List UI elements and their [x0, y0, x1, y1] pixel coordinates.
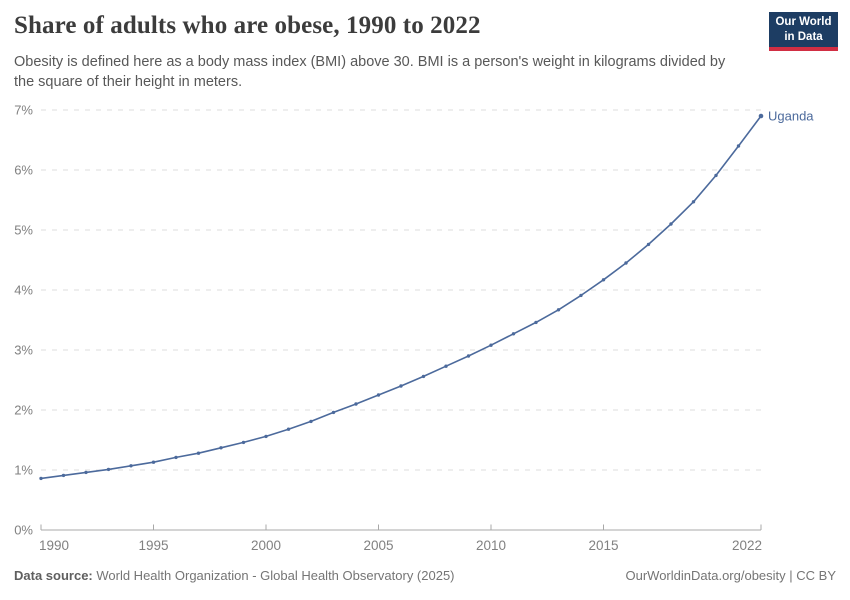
data-point-uganda-2017[interactable] — [646, 242, 651, 247]
y-tick-label-1%: 1% — [14, 463, 33, 478]
x-tick-label-1990: 1990 — [39, 538, 69, 553]
data-point-uganda-2014[interactable] — [579, 293, 583, 298]
chart-footer: Data source: World Health Organization -… — [14, 568, 836, 583]
data-point-uganda-1994[interactable] — [129, 464, 133, 468]
x-tick-label-2010: 2010 — [476, 538, 506, 553]
data-point-uganda-2019[interactable] — [691, 200, 696, 204]
y-tick-label-5%: 5% — [14, 223, 33, 238]
data-point-uganda-2013[interactable] — [556, 308, 561, 312]
data-point-uganda-2010[interactable] — [489, 343, 493, 347]
y-tick-label-2%: 2% — [14, 403, 33, 418]
y-tick-label-6%: 6% — [14, 163, 33, 178]
owid-logo[interactable]: Our World in Data — [769, 12, 838, 51]
page-subtitle: Obesity is defined here as a body mass i… — [14, 54, 726, 90]
data-point-uganda-1999[interactable] — [241, 440, 246, 445]
data-point-uganda-2008[interactable] — [444, 364, 448, 368]
data-point-uganda-2003[interactable] — [331, 410, 336, 415]
data-point-uganda-2011[interactable] — [511, 332, 516, 336]
data-source-label: Data source: — [14, 568, 93, 583]
data-point-uganda-2001[interactable] — [286, 427, 291, 431]
y-tick-label-3%: 3% — [14, 343, 33, 358]
owid-logo-line1: Our World — [775, 16, 832, 29]
y-tick-label-7%: 7% — [14, 103, 33, 118]
data-point-uganda-2012[interactable] — [534, 320, 538, 325]
data-point-uganda-1990[interactable] — [39, 476, 43, 481]
data-point-uganda-2022[interactable] — [758, 113, 764, 119]
x-tick-label-2000: 2000 — [251, 538, 281, 553]
data-point-uganda-2021[interactable] — [736, 144, 741, 148]
y-tick-label-4%: 4% — [14, 283, 33, 298]
page-title: Share of adults who are obese, 1990 to 2… — [14, 12, 481, 39]
data-point-uganda-2016[interactable] — [624, 261, 628, 265]
owid-logo-line2: in Data — [784, 30, 823, 43]
data-point-uganda-2005[interactable] — [376, 393, 381, 397]
data-point-uganda-2018[interactable] — [669, 222, 673, 226]
x-tick-label-2005: 2005 — [363, 538, 393, 553]
data-point-uganda-2000[interactable] — [264, 434, 268, 439]
data-source-text: World Health Organization - Global Healt… — [92, 568, 455, 583]
data-point-uganda-1991[interactable] — [61, 473, 66, 478]
x-tick-label-1995: 1995 — [138, 538, 168, 553]
data-point-uganda-2002[interactable] — [309, 419, 313, 424]
y-tick-label-0%: 0% — [14, 523, 33, 538]
data-point-uganda-2020[interactable] — [714, 173, 718, 178]
data-point-uganda-2015[interactable] — [601, 278, 606, 282]
data-point-uganda-1995[interactable] — [151, 460, 156, 464]
data-point-uganda-1996[interactable] — [174, 455, 178, 460]
data-point-uganda-2007[interactable] — [421, 374, 426, 379]
data-point-uganda-1993[interactable] — [106, 467, 111, 472]
x-tick-label-2022: 2022 — [732, 538, 762, 553]
x-tick-label-2015: 2015 — [588, 538, 618, 553]
series-label-uganda[interactable]: Uganda — [768, 109, 814, 124]
data-point-uganda-2009[interactable] — [466, 354, 471, 358]
data-source: Data source: World Health Organization -… — [14, 568, 455, 583]
license-link[interactable]: OurWorldinData.org/obesity | CC BY — [625, 568, 837, 583]
data-point-uganda-1998[interactable] — [219, 446, 223, 450]
data-point-uganda-1997[interactable] — [196, 451, 201, 455]
series-line-uganda[interactable] — [40, 115, 762, 480]
data-point-uganda-2006[interactable] — [399, 384, 403, 388]
data-point-uganda-2004[interactable] — [354, 402, 358, 406]
data-point-uganda-1992[interactable] — [84, 470, 88, 475]
